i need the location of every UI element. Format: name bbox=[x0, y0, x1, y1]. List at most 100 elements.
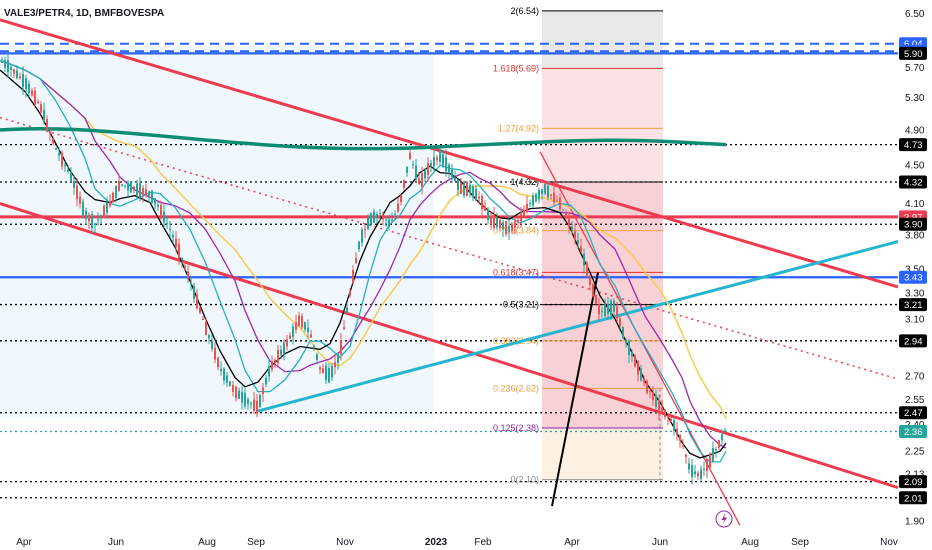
candle-body bbox=[667, 415, 669, 418]
fib-label: 0.236(2.62) bbox=[493, 383, 539, 393]
candle-body bbox=[223, 368, 225, 381]
candle-body bbox=[385, 219, 387, 221]
candle-body bbox=[550, 194, 552, 196]
candle-body bbox=[259, 394, 261, 407]
candle-body bbox=[220, 368, 222, 372]
candle-body bbox=[700, 469, 702, 479]
candle-body bbox=[604, 304, 606, 317]
candle-body bbox=[430, 163, 432, 166]
candle-body bbox=[715, 448, 717, 450]
candle-body bbox=[394, 213, 396, 215]
candle-body bbox=[7, 60, 9, 73]
candle-body bbox=[424, 170, 426, 179]
candle-body bbox=[520, 213, 522, 222]
candle-body bbox=[67, 169, 69, 172]
candle-body bbox=[409, 152, 411, 160]
candle-body bbox=[352, 270, 354, 284]
candle-body bbox=[556, 200, 558, 202]
price-axis[interactable]: 6.50 5.70 5.30 4.90 4.50 4.10 3.80 3.50 3.30 3.10… bbox=[899, 9, 927, 528]
candle-body bbox=[694, 471, 696, 475]
candle-body bbox=[544, 184, 546, 194]
candle-body bbox=[127, 182, 129, 191]
candle-body bbox=[274, 359, 276, 363]
shaded-zones bbox=[0, 10, 663, 480]
candle-body bbox=[298, 315, 300, 327]
price-tick-label: 2.13 bbox=[905, 469, 925, 480]
candle-body bbox=[166, 223, 168, 225]
candle-body bbox=[538, 189, 540, 200]
candle-body bbox=[382, 214, 384, 220]
candles bbox=[1, 52, 726, 485]
candle-body bbox=[28, 83, 30, 93]
candle-body bbox=[130, 182, 132, 193]
price-tick-label: 2.55 bbox=[905, 395, 925, 406]
time-tick-label: Aug bbox=[741, 537, 759, 548]
candle-body bbox=[619, 318, 621, 327]
candle-body bbox=[682, 445, 684, 447]
candle-body bbox=[400, 195, 402, 202]
price-badge bbox=[899, 406, 927, 420]
candle-body bbox=[253, 399, 255, 411]
candle-body bbox=[301, 316, 303, 328]
candle-body bbox=[637, 360, 639, 375]
candle-body bbox=[628, 340, 630, 356]
candle-body bbox=[268, 366, 270, 377]
time-axis[interactable]: Apr Jun Aug Sep Nov 2023 Feb Apr Jun Aug Sep Nov bbox=[16, 537, 898, 548]
candle-body bbox=[25, 78, 27, 90]
candle-body bbox=[148, 191, 150, 196]
chart-title: VALE3/PETR4, 1D, BMFBOVESPA bbox=[4, 8, 164, 19]
fib-label: 1.27(4.92) bbox=[498, 123, 539, 133]
candle-body bbox=[295, 322, 297, 330]
candle-body bbox=[103, 206, 105, 218]
candle-body bbox=[325, 365, 327, 381]
candle-body bbox=[349, 291, 351, 296]
candle-body bbox=[718, 440, 720, 448]
fib-label: 0.5(3.21) bbox=[503, 300, 539, 310]
fib-label: 0.618(3.47) bbox=[493, 267, 539, 277]
candle-body bbox=[112, 192, 114, 203]
price-tick-label: 3.10 bbox=[905, 314, 925, 325]
candle-body bbox=[595, 295, 597, 304]
time-tick-label: Jun bbox=[652, 537, 668, 548]
candle-body bbox=[577, 240, 579, 244]
candle-body bbox=[316, 354, 318, 361]
candle-body bbox=[721, 434, 723, 441]
price-badge bbox=[899, 334, 927, 348]
candle-body bbox=[337, 353, 339, 363]
candle-body bbox=[664, 409, 666, 417]
candle-body bbox=[34, 90, 36, 105]
candle-body bbox=[601, 311, 603, 313]
candle-body bbox=[256, 400, 258, 414]
candle-body bbox=[208, 335, 210, 339]
fib-zone-top bbox=[542, 10, 663, 69]
candle-body bbox=[364, 229, 366, 231]
candle-body bbox=[691, 465, 693, 477]
candle-body bbox=[547, 185, 549, 198]
fib-label: 0.786(3.84) bbox=[493, 226, 539, 236]
candle-body bbox=[283, 342, 285, 354]
candle-body bbox=[145, 189, 147, 196]
candle-body bbox=[91, 214, 93, 229]
candle-body bbox=[412, 164, 414, 166]
candle-body bbox=[508, 226, 510, 232]
candle-body bbox=[244, 392, 246, 407]
candle-body bbox=[37, 101, 39, 104]
candle-body bbox=[442, 154, 444, 167]
candle-body bbox=[463, 181, 465, 196]
candle-body bbox=[592, 284, 594, 297]
candle-body bbox=[625, 340, 627, 344]
candle-body bbox=[238, 390, 240, 399]
time-tick-label: Feb bbox=[474, 537, 492, 548]
price-tick-label: 4.90 bbox=[905, 126, 925, 137]
price-tick-label: 2.70 bbox=[905, 371, 925, 382]
candle-body bbox=[46, 118, 48, 131]
candle-body bbox=[445, 157, 447, 172]
price-badge bbox=[899, 217, 927, 231]
candle-body bbox=[568, 217, 570, 227]
candle-body bbox=[115, 185, 117, 198]
alert-icon[interactable] bbox=[715, 510, 733, 528]
candle-body bbox=[529, 203, 531, 205]
candle-body bbox=[136, 183, 138, 196]
candle-body bbox=[634, 355, 636, 367]
